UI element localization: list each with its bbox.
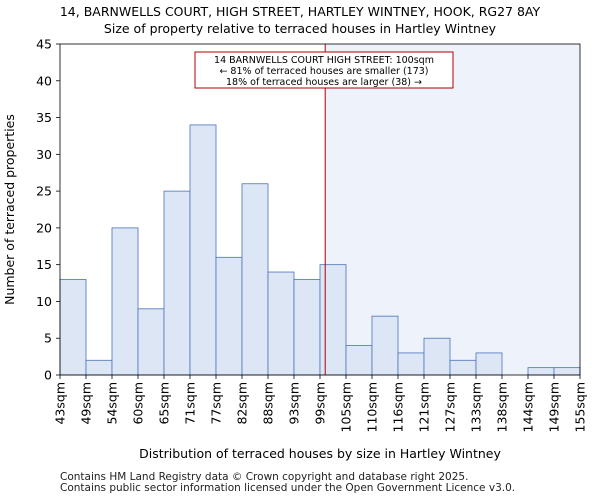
- bars-group: [59, 124, 581, 376]
- x-axis-label: Distribution of terraced houses by size …: [139, 446, 501, 461]
- larger-region-shading: [325, 44, 580, 375]
- x-tick-label: 43sqm: [53, 382, 68, 425]
- bar-121sqm: [423, 337, 451, 376]
- bar-65sqm: [163, 190, 191, 376]
- bar-93sqm: [293, 278, 321, 376]
- x-tick-label: 116sqm: [391, 382, 406, 432]
- x-tick-label: 82sqm: [235, 382, 250, 425]
- bar-60sqm: [137, 308, 165, 376]
- y-axis-label: Number of terraced properties: [2, 114, 17, 305]
- y-tick-label: 25: [36, 184, 52, 199]
- y-tick-label: 0: [44, 368, 52, 383]
- x-tick-label: 149sqm: [547, 382, 562, 432]
- histogram-chart: 14, BARNWELLS COURT, HIGH STREET, HARTLE…: [2, 4, 588, 461]
- bar-144sqm: [527, 367, 555, 376]
- x-tick-label: 49sqm: [79, 382, 94, 425]
- y-tick-label: 45: [36, 37, 52, 52]
- bar-127sqm: [449, 359, 477, 376]
- footer: Contains HM Land Registry data © Crown c…: [60, 472, 515, 494]
- y-tick-label: 40: [36, 73, 52, 88]
- x-tick-label: 93sqm: [287, 382, 302, 425]
- bar-43sqm: [59, 278, 87, 376]
- x-tick-label: 65sqm: [157, 382, 172, 425]
- x-tick-label: 88sqm: [261, 382, 276, 425]
- chart-subtitle: Size of property relative to terraced ho…: [104, 21, 497, 36]
- bar-116sqm: [397, 352, 425, 376]
- x-axis: 43sqm 49sqm 54sqm 60sqm 65sqm 71sqm 77sqm 82sqm…: [53, 375, 588, 432]
- x-tick-label: 127sqm: [443, 382, 458, 432]
- bar-105sqm: [345, 345, 373, 376]
- y-axis: 0 5 10 15 20 25 30 35 40 45: [36, 37, 60, 383]
- y-tick-label: 10: [36, 294, 52, 309]
- y-tick-label: 30: [36, 147, 52, 162]
- bar-77sqm: [215, 256, 243, 376]
- x-tick-label: 138sqm: [495, 382, 510, 432]
- chart-title: 14, BARNWELLS COURT, HIGH STREET, HARTLE…: [60, 4, 541, 19]
- annotation-line-3: 18% of terraced houses are larger (38) →: [226, 77, 422, 88]
- bar-88sqm: [267, 271, 295, 376]
- bar-133sqm: [475, 352, 503, 376]
- bar-49sqm: [85, 359, 113, 376]
- bar-149sqm: [553, 367, 581, 376]
- x-tick-label: 155sqm: [573, 382, 588, 432]
- x-tick-label: 60sqm: [131, 382, 146, 425]
- y-tick-label: 35: [36, 110, 52, 125]
- x-tick-label: 77sqm: [209, 382, 224, 425]
- footer-line-2: Contains public sector information licen…: [60, 482, 516, 494]
- x-tick-label: 144sqm: [521, 382, 536, 432]
- annotation-box: 14 BARNWELLS COURT HIGH STREET: 100sqm ←…: [194, 51, 454, 89]
- bar-71sqm: [189, 124, 217, 376]
- annotation-line-2: ← 81% of terraced houses are smaller (17…: [219, 66, 428, 77]
- x-tick-label: 133sqm: [469, 382, 484, 432]
- x-tick-label: 99sqm: [313, 382, 328, 425]
- annotation-border: [194, 51, 454, 89]
- bar-99sqm: [319, 264, 347, 376]
- bar-82sqm: [241, 183, 269, 376]
- bar-110sqm: [371, 315, 399, 376]
- x-tick-label: 71sqm: [183, 382, 198, 425]
- y-tick-label: 15: [36, 257, 52, 272]
- x-tick-label: 105sqm: [339, 382, 354, 432]
- y-tick-label: 20: [36, 220, 52, 235]
- bar-54sqm: [111, 227, 139, 376]
- footer-line-1: Contains HM Land Registry data © Crown c…: [60, 471, 469, 483]
- x-tick-label: 121sqm: [417, 382, 432, 432]
- y-tick-label: 5: [44, 331, 52, 346]
- annotation-line-1: 14 BARNWELLS COURT HIGH STREET: 100sqm: [214, 55, 434, 66]
- x-tick-label: 54sqm: [105, 382, 120, 425]
- x-tick-label: 110sqm: [365, 382, 380, 432]
